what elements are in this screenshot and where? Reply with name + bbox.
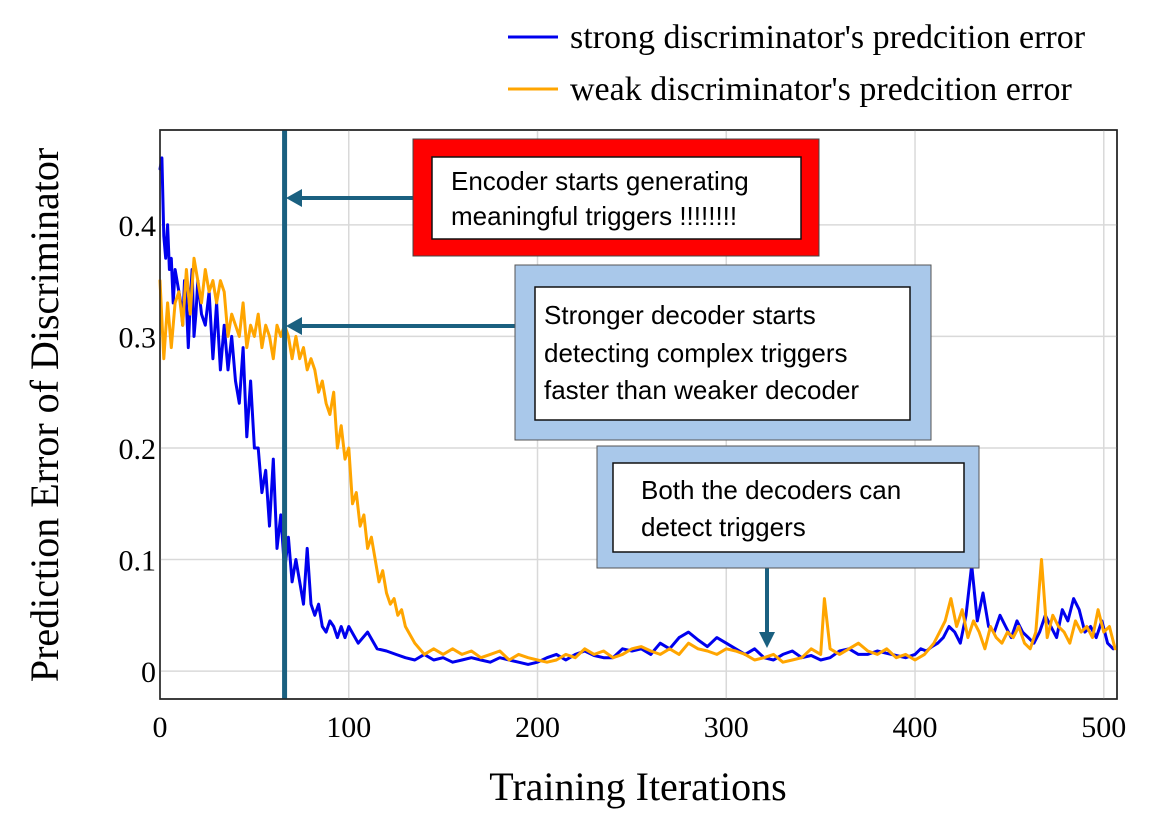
legend-label-strong: strong discriminator's predcition error (570, 19, 1086, 56)
annotation-both-line-1: Both the decoders can (641, 475, 901, 505)
y-tick-label: 0 (141, 656, 156, 689)
legend-label-weak: weak discriminator's predcition error (570, 71, 1072, 108)
annotation-both: Both the decoders can detect triggers (596, 445, 980, 648)
y-tick-label: 0.1 (119, 545, 157, 578)
x-tick-label: 500 (1081, 711, 1126, 744)
series-line-weak (158, 256, 1117, 664)
x-tick-label: 0 (153, 711, 168, 744)
legend: strong discriminator's predcition error … (508, 19, 1086, 108)
annotation-encoder: Encoder starts generating meaningful tri… (286, 138, 820, 257)
annotation-stronger-line-2: detecting complex triggers (544, 338, 847, 368)
series-line-strong (158, 156, 1115, 666)
annotation-encoder-inner (431, 156, 802, 240)
y-ticks: 0 0.1 0.2 0.3 0.4 (119, 210, 157, 689)
x-ticks: 0 100 200 300 400 500 (153, 711, 1127, 744)
series-layer (158, 156, 1117, 666)
x-tick-label: 200 (515, 711, 560, 744)
x-axis-label: Training Iterations (489, 764, 786, 809)
annotation-both-arrowhead (759, 632, 775, 648)
y-tick-label: 0.3 (119, 321, 157, 354)
annotation-stronger: Stronger decoder starts detecting comple… (286, 264, 932, 441)
y-tick-label: 0.2 (119, 433, 157, 466)
annotation-stronger-line-3: faster than weaker decoder (544, 375, 859, 405)
x-tick-label: 400 (893, 711, 938, 744)
x-tick-label: 100 (326, 711, 371, 744)
annotation-stronger-inner (534, 286, 911, 421)
annotation-encoder-arrowhead (286, 189, 302, 207)
annotation-encoder-line-1: Encoder starts generating (451, 166, 749, 196)
y-tick-label: 0.4 (119, 210, 157, 243)
plot-border (159, 129, 1118, 700)
annotation-encoder-line-2: meaningful triggers !!!!!!!! (451, 201, 737, 231)
annotation-both-line-2: detect triggers (641, 512, 806, 542)
y-axis-label: Prediction Error of Discriminator (22, 148, 67, 682)
annotation-stronger-arrowhead (286, 317, 302, 335)
x-tick-label: 300 (704, 711, 749, 744)
annotation-both-inner (612, 462, 965, 553)
annotation-stronger-line-1: Stronger decoder starts (544, 300, 816, 330)
